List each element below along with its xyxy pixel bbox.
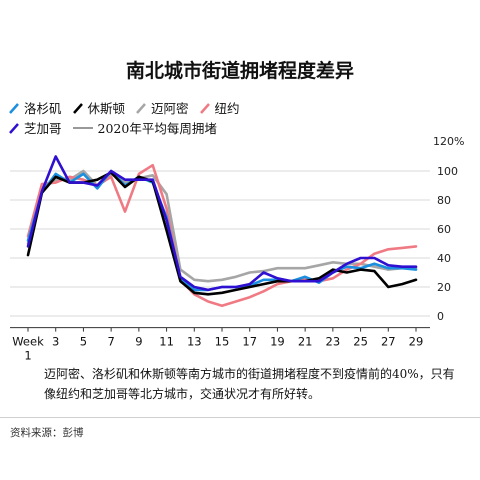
legend-swatch-icon xyxy=(72,102,83,114)
y-tick-label-60: 60 xyxy=(437,223,451,236)
x-tick-label-19: 19 xyxy=(270,335,285,349)
x-tick-label-17: 17 xyxy=(242,335,257,349)
legend-label-chicago: 芝加哥 xyxy=(24,121,62,136)
chart-caption: 迈阿密、洛杉矶和休斯顿等南方城市的街道拥堵程度不到疫情前的40%，只有像纽约和芝… xyxy=(44,367,455,401)
y-tick-label-100: 100 xyxy=(437,165,458,178)
x-tick-label-27: 27 xyxy=(381,335,396,349)
x-tick-label-21: 21 xyxy=(298,335,313,349)
line-chart: 0 20 40 60 80 100 120% Week 3 5 7 9 11 13 15 17 19 21 23 25… xyxy=(10,135,464,360)
legend-row-1: 洛杉矶 休斯顿 迈阿密 纽约 xyxy=(8,98,250,117)
legend-dash-icon xyxy=(72,127,93,128)
series-line-4 xyxy=(26,155,418,292)
y-top-label: 120% xyxy=(433,135,464,148)
x-tick-label-5: 5 xyxy=(80,335,87,349)
y-tick-label-80: 80 xyxy=(437,194,451,207)
legend-label-houston: 休斯顿 xyxy=(87,101,126,116)
legend-label-average: 2020年平均每周拥堵 xyxy=(97,121,217,136)
legend-label-newyork: 纽约 xyxy=(214,101,240,116)
series-line-1 xyxy=(26,163,418,308)
legend-item-newyork: 纽约 xyxy=(199,98,240,117)
y-tick-label-40: 40 xyxy=(437,252,451,265)
y-tick-label-0: 0 xyxy=(437,310,444,323)
legend-swatch-icon xyxy=(199,102,210,114)
x-tick-label-15: 15 xyxy=(215,335,230,349)
series-line-3 xyxy=(26,171,418,296)
legend-swatch-icon xyxy=(136,102,146,114)
x-tick-label-3: 3 xyxy=(52,335,59,349)
x-tick-label-29: 29 xyxy=(409,335,424,349)
x-tick-label-23: 23 xyxy=(326,335,341,349)
chart-title: 南北城市街道拥堵程度差异 xyxy=(125,60,354,82)
source-note: 资料来源：彭博 xyxy=(10,427,84,439)
legend-item-la: 洛杉矶 xyxy=(8,98,62,117)
x-tick-label-9: 9 xyxy=(135,335,142,349)
legend-item-miami: 迈阿密 xyxy=(135,98,189,117)
legend-swatch-icon xyxy=(9,102,19,114)
series-line-2 xyxy=(26,169,418,292)
x-tick-label-11: 11 xyxy=(159,335,174,349)
legend-item-chicago: 芝加哥 xyxy=(8,118,62,137)
legend-label-la: 洛杉矶 xyxy=(24,101,62,116)
legend-item-average: 2020年平均每周拥堵 xyxy=(72,118,217,137)
legend-swatch-icon xyxy=(9,122,19,134)
x-tick-label-25: 25 xyxy=(353,335,368,349)
divider xyxy=(0,417,480,418)
x-tick-label-1: Week xyxy=(12,335,44,349)
x-tick-label-7: 7 xyxy=(107,335,114,349)
legend-row-2: 芝加哥 2020年平均每周拥堵 xyxy=(8,118,227,137)
legend-item-houston: 休斯顿 xyxy=(72,98,126,117)
y-tick-label-20: 20 xyxy=(437,281,451,294)
legend-label-miami: 迈阿密 xyxy=(151,101,189,116)
x-tick-label-13: 13 xyxy=(187,335,202,349)
x-tick-sublabel-1: 1 xyxy=(24,349,31,360)
